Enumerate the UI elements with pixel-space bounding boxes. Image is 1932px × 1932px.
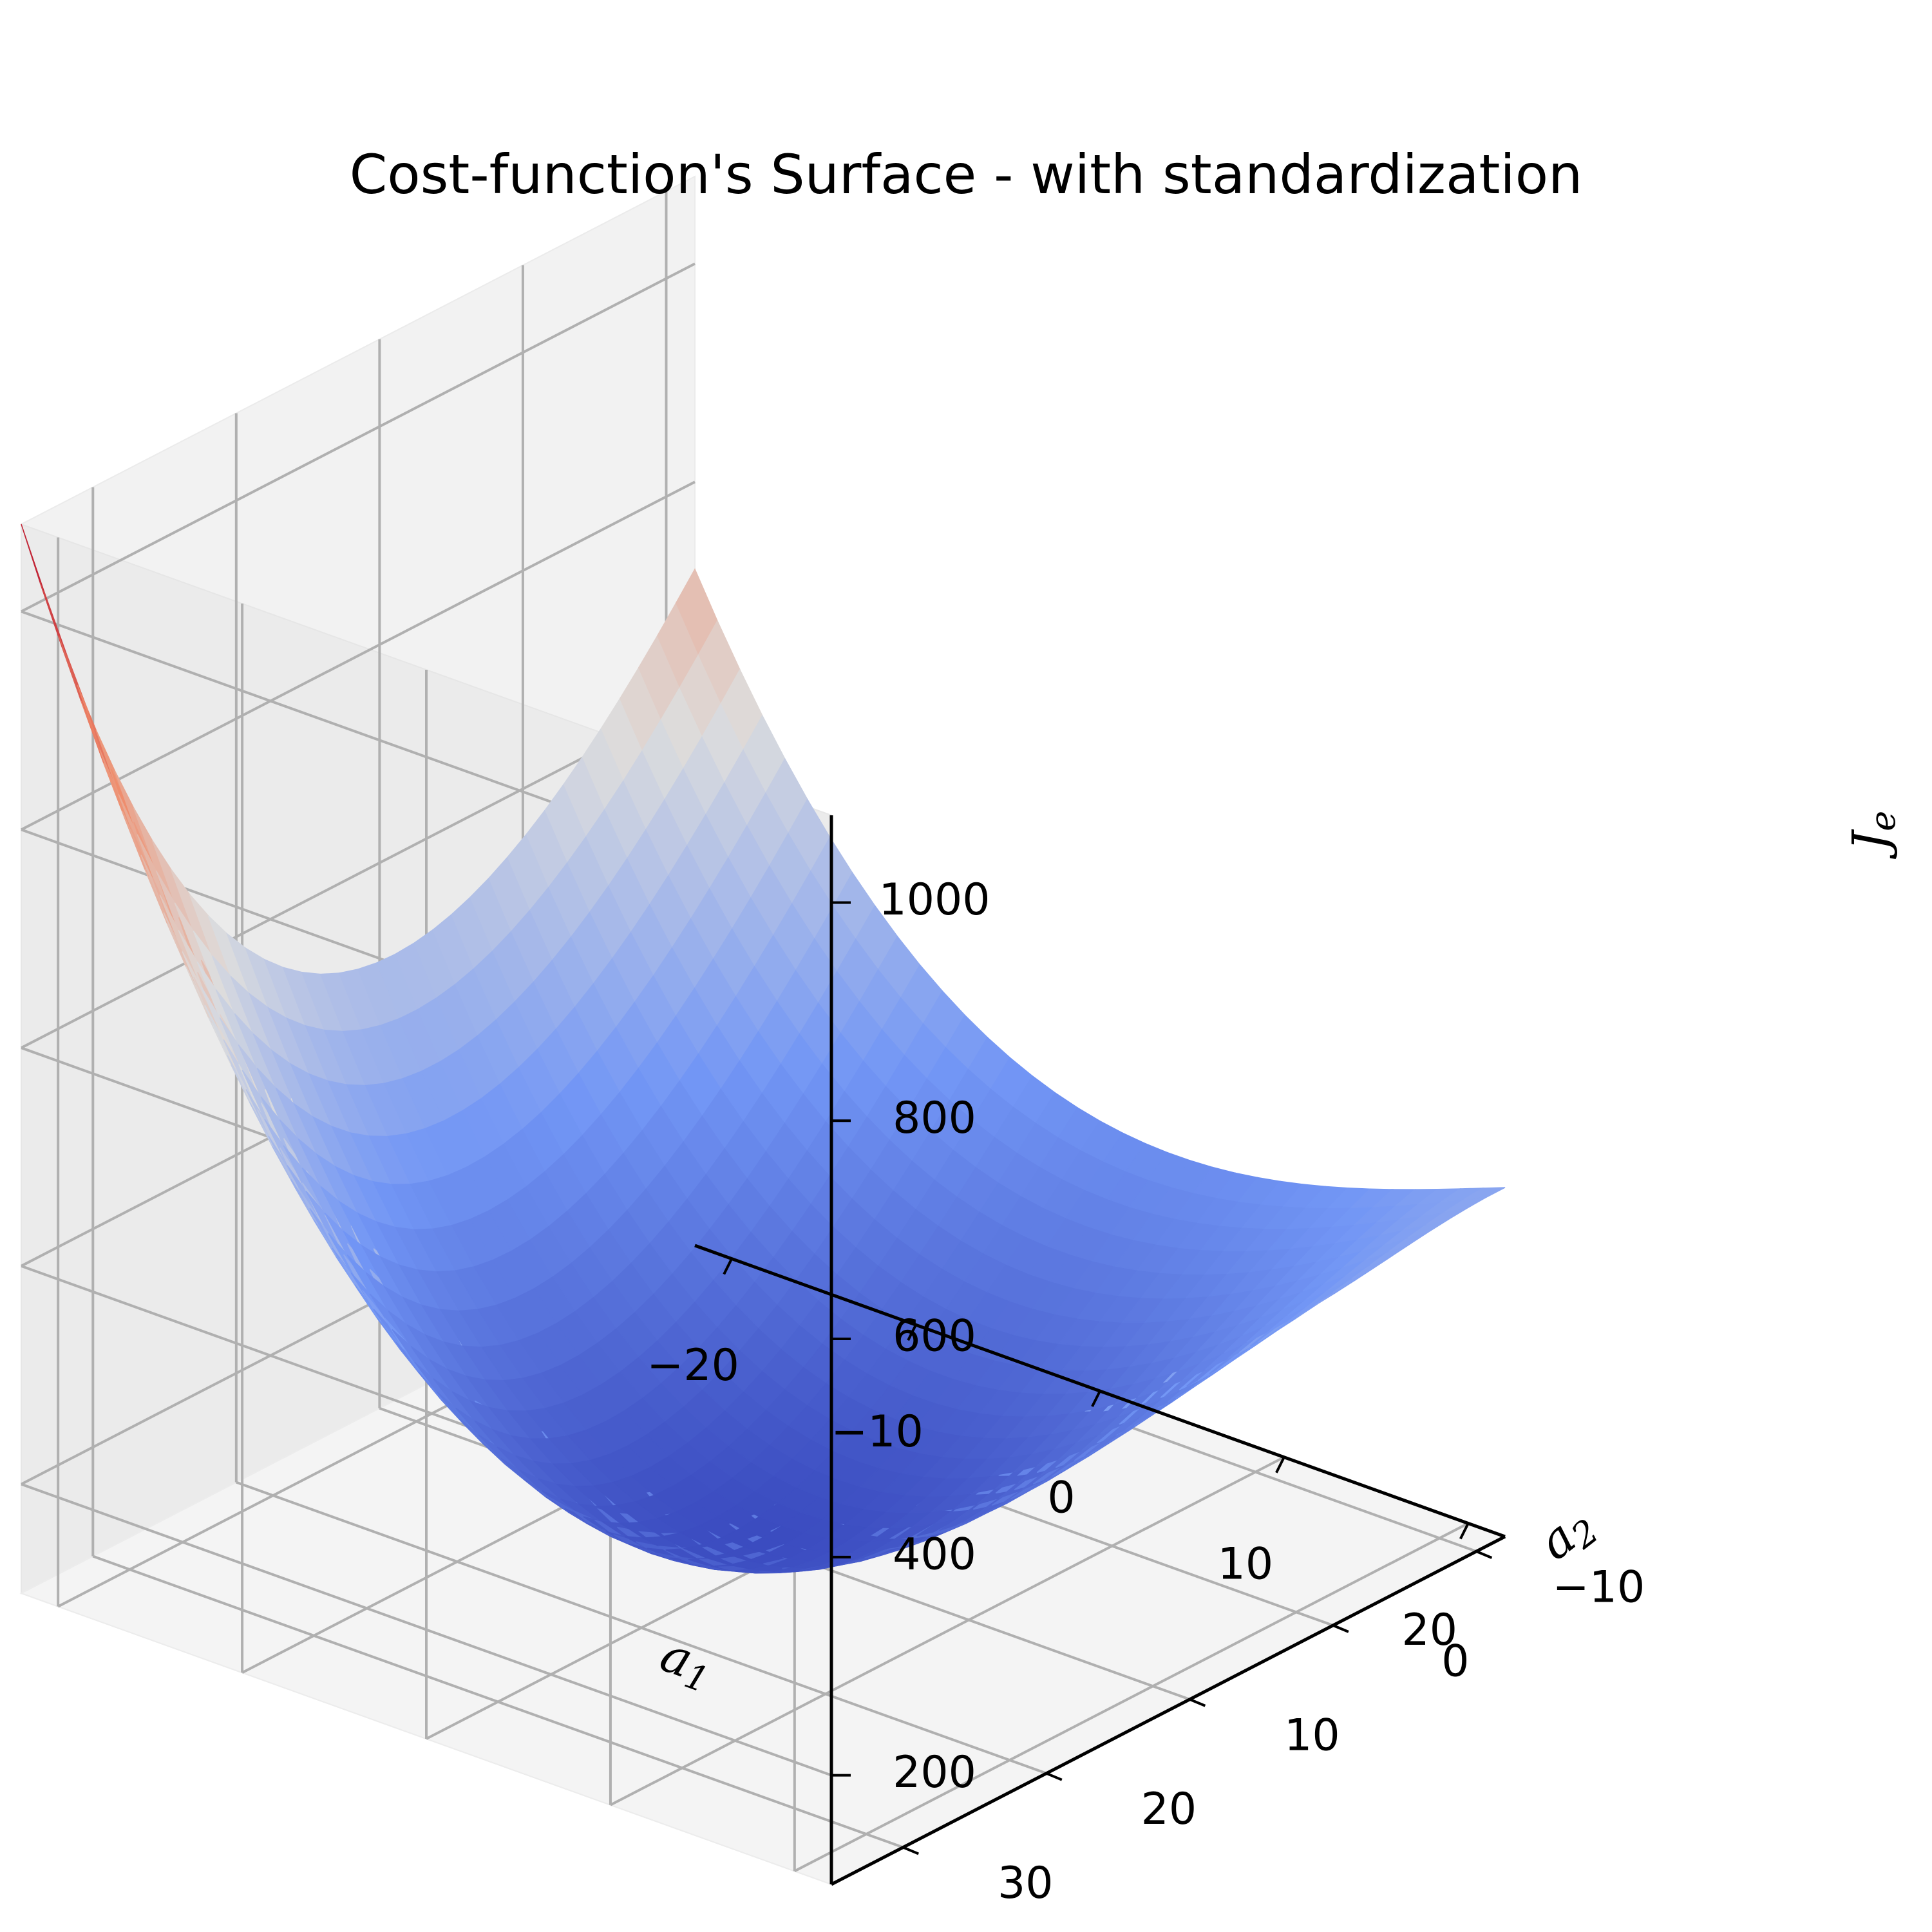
grid-line-y — [236, 1481, 1047, 1775]
x-tick — [1091, 1390, 1101, 1407]
z-tick-label: 1000 — [878, 875, 990, 925]
grid-line-z — [21, 1482, 832, 1777]
x-tick — [1459, 1522, 1470, 1540]
x-tick-label: 10 — [1218, 1539, 1274, 1589]
z-tick-label: 600 — [893, 1311, 976, 1362]
x-tick-label: 20 — [1402, 1605, 1458, 1656]
z-axis-label: Je — [1841, 811, 1903, 859]
x-tick — [907, 1324, 917, 1341]
axis-lines — [694, 815, 1506, 1886]
y-tick — [1332, 1624, 1349, 1633]
chart-title: Cost-function's Surface - with standardi… — [350, 143, 1583, 206]
x-tick-label: −20 — [647, 1340, 739, 1391]
grid-line-z — [21, 480, 696, 831]
grid-line-z — [21, 262, 696, 613]
x-tick-label: −10 — [831, 1406, 923, 1457]
z-tick-label: 200 — [893, 1747, 976, 1798]
y-tick-label: 10 — [1284, 1710, 1340, 1761]
y-axis-line — [830, 1535, 1506, 1886]
grid-line-x — [609, 1455, 1285, 1806]
y-tick-label: 30 — [998, 1858, 1054, 1909]
y-tick — [902, 1846, 920, 1855]
y-tick-label: −10 — [1553, 1562, 1645, 1613]
y-tick-label: 0 — [1441, 1636, 1469, 1687]
z-tick-label: 800 — [893, 1093, 976, 1144]
x-tick-label: 0 — [1047, 1473, 1075, 1524]
z-tick-label: 400 — [893, 1529, 976, 1580]
y-tick — [1046, 1772, 1063, 1781]
y-tick — [1475, 1550, 1493, 1559]
grid-line-x — [793, 1522, 1469, 1873]
grid-line-y — [92, 1555, 904, 1849]
x-tick — [723, 1258, 733, 1275]
x-tick — [1275, 1456, 1285, 1473]
cost-surface — [21, 524, 1506, 1574]
y-tick — [1189, 1698, 1206, 1707]
surface-facet — [1463, 1187, 1506, 1200]
y-tick-label: 20 — [1141, 1784, 1197, 1835]
